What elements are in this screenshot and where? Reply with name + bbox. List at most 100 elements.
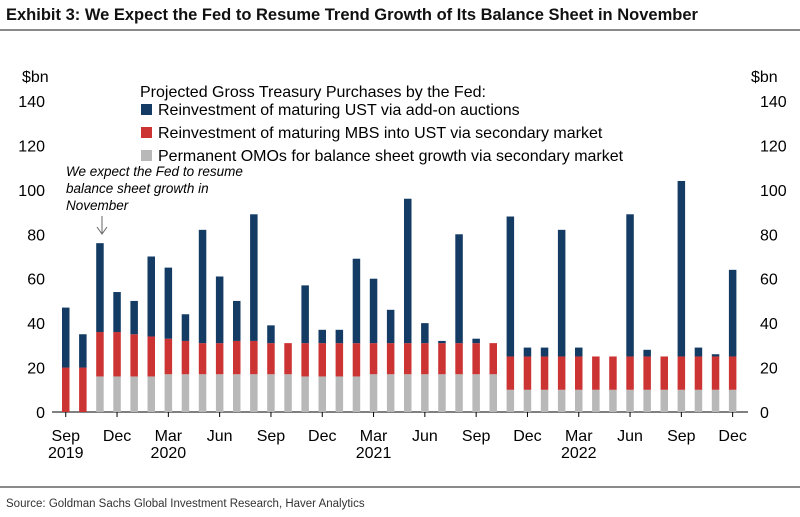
bar-segment-omo (506, 389, 515, 412)
bar-segment-mbs (62, 367, 70, 412)
y-tick-label-right: 60 (760, 272, 778, 289)
bar-segment-add_on (318, 329, 326, 344)
legend-swatch-omo (141, 150, 152, 161)
x-tick-year-label: 2019 (48, 445, 84, 462)
bar-segment-add_on (113, 292, 121, 333)
bar-segment-omo (728, 389, 737, 412)
y-tick-label-left: 120 (18, 138, 45, 155)
bar-segment-omo (711, 389, 720, 412)
x-tick-label: Sep (257, 428, 286, 445)
bar-segment-mbs (352, 343, 361, 377)
bar-segment-mbs (147, 336, 155, 377)
y-tick-label-left: 40 (27, 316, 45, 333)
bar-segment-add_on (164, 267, 173, 339)
bar-segment-omo (369, 374, 378, 412)
bar-segment-omo (318, 376, 326, 412)
bar-segment-add_on (506, 216, 515, 357)
bar-segment-omo (130, 376, 138, 412)
chart-legend: Projected Gross Treasury Purchases by th… (140, 84, 624, 165)
y-tick-label-left: 20 (27, 361, 45, 378)
bar-segment-add_on (181, 314, 190, 341)
bar-segment-mbs (523, 356, 532, 390)
bar-segment-mbs (557, 356, 566, 390)
bar-segment-mbs (318, 343, 326, 377)
y-tick-label-right: 40 (760, 316, 778, 333)
bar-segment-omo (386, 374, 395, 412)
bar-segment-add_on (677, 180, 686, 357)
bar-segment-mbs (250, 340, 258, 375)
bar-segment-add_on (575, 347, 583, 357)
bar-segment-mbs (660, 356, 668, 390)
bar-segment-mbs (130, 334, 138, 377)
bar-segment-omo (438, 374, 446, 412)
bar-segment-add_on (557, 229, 566, 357)
bar-segment-mbs (96, 332, 104, 377)
bar-segment-mbs (404, 343, 412, 375)
bar-segment-add_on (728, 269, 737, 357)
bar-segment-mbs (455, 343, 463, 375)
y-tick-label-right: 100 (760, 183, 787, 200)
bar-segment-omo (96, 376, 104, 412)
bar-segment-add_on (626, 214, 634, 357)
annotation-line-2: balance sheet growth in (66, 181, 209, 196)
x-tick-label: Dec (103, 428, 131, 445)
chart-axes: $bn $bn 0 20 40 60 80 100 120 140 0 20 40 60 80 100 1… (18, 69, 787, 462)
bar-segment-omo (113, 376, 121, 412)
bar-segment-omo (421, 374, 429, 412)
x-tick-label: Sep (52, 428, 81, 445)
source-rule (0, 486, 800, 488)
y-tick-label-right: 80 (760, 227, 778, 244)
bar-segment-mbs (643, 356, 651, 390)
annotation-line-3: November (66, 198, 129, 213)
bar-segment-mbs (198, 343, 207, 375)
bar-segment-mbs (386, 343, 395, 375)
y-tick-label-right: 20 (760, 361, 778, 378)
bar-segment-mbs (472, 343, 480, 375)
bar-segment-add_on (540, 347, 549, 357)
bar-segment-add_on (335, 329, 344, 344)
bar-segment-add_on (130, 300, 138, 335)
x-tick-label: Dec (308, 428, 336, 445)
bar-segment-omo (198, 374, 207, 412)
bar-segment-add_on (369, 278, 378, 344)
x-tick-label: Dec (718, 428, 746, 445)
bar-segment-omo (575, 389, 583, 412)
x-tick-label: Jun (617, 428, 643, 445)
bar-segment-mbs (592, 356, 600, 390)
bar-segment-mbs (438, 343, 446, 375)
bar-segment-omo (694, 389, 703, 412)
bar-segment-add_on (62, 307, 70, 368)
legend-swatch-add_on (141, 104, 152, 115)
bar-segment-mbs (113, 332, 121, 377)
bar-segment-add_on (233, 300, 241, 341)
bar-segment-omo (592, 389, 600, 412)
legend-label-omo: Permanent OMOs for balance sheet growth … (158, 148, 624, 165)
bar-segment-add_on (455, 234, 463, 344)
bar-segment-omo (181, 374, 190, 412)
bar-segment-mbs (301, 343, 309, 377)
bar-segment-add_on (79, 334, 87, 368)
y-axis-label-left: $bn (22, 69, 49, 86)
stacked-bar-chart: $bn $bn 0 20 40 60 80 100 120 140 0 20 40 60 80 100 1… (18, 69, 787, 462)
bar-segment-mbs (79, 367, 87, 412)
bar-segment-omo (301, 376, 309, 412)
annotation-line-1: We expect the Fed to resume (66, 164, 243, 179)
bar-segment-add_on (386, 309, 395, 344)
source-note: Source: Goldman Sachs Global Investment … (6, 498, 365, 510)
x-tick-label: Sep (667, 428, 696, 445)
bar-segment-add_on (215, 276, 224, 344)
y-tick-label-left: 80 (27, 227, 45, 244)
bar-segment-mbs (506, 356, 515, 390)
bar-segment-mbs (215, 343, 224, 375)
bar-segment-add_on (711, 354, 720, 357)
x-tick-label: Jun (412, 428, 438, 445)
bar-segment-mbs (540, 356, 549, 390)
y-ticks-left: 0 20 40 60 80 100 120 140 (18, 94, 45, 422)
y-tick-label-right: 120 (760, 138, 787, 155)
y-tick-label-left: 100 (18, 183, 45, 200)
x-tick-label: Mar (565, 428, 593, 445)
bar-segment-add_on (147, 256, 155, 337)
title-rule (0, 29, 800, 31)
bar-segment-mbs (489, 343, 497, 375)
